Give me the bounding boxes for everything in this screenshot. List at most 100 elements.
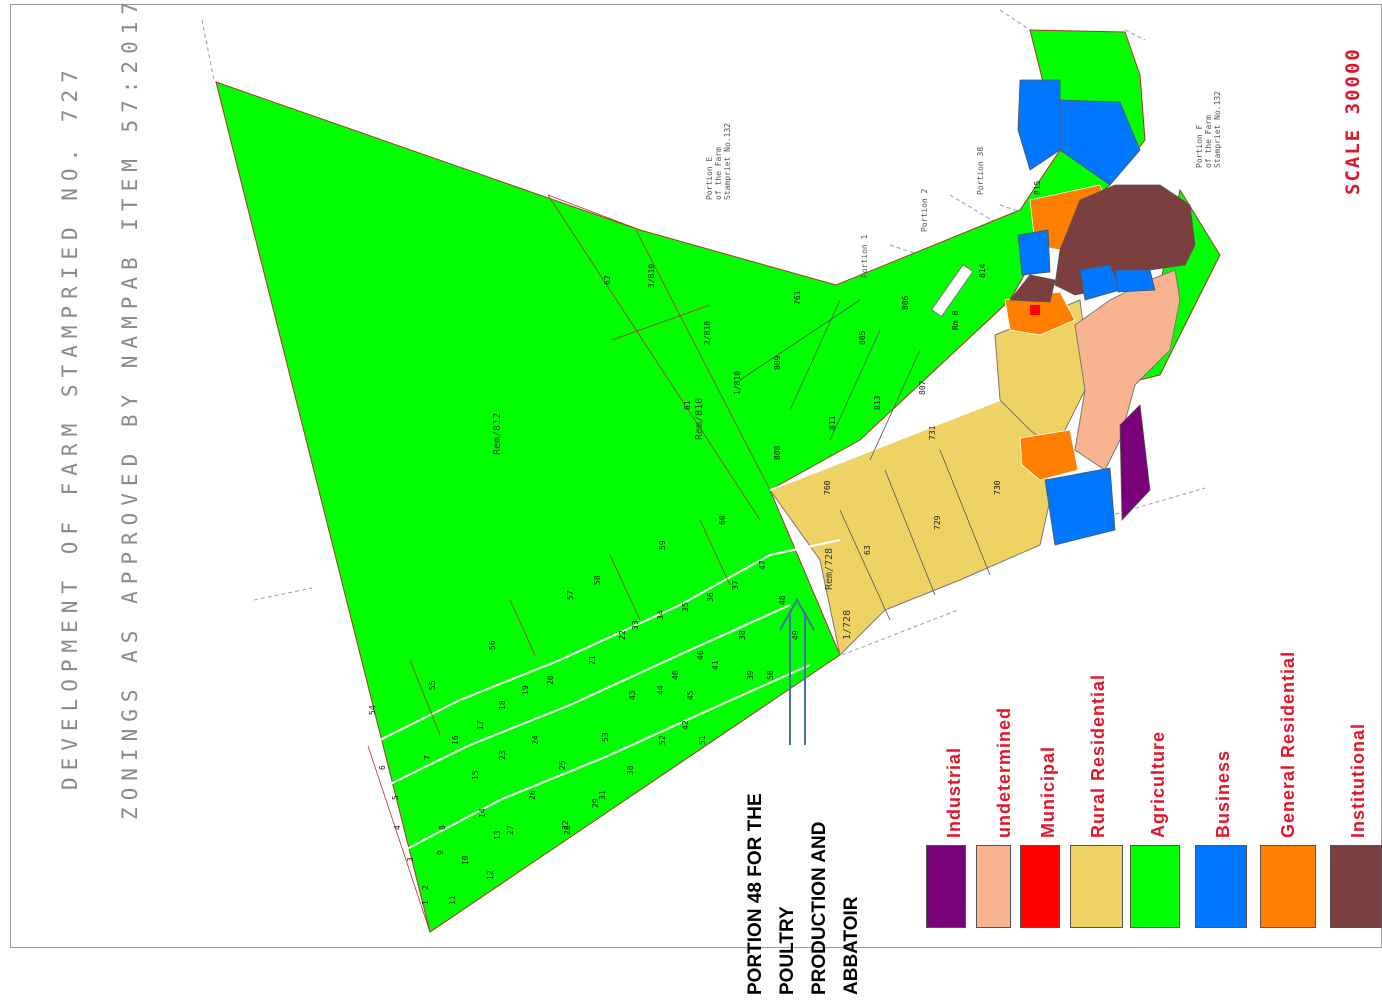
parcel-number-labels: 1234567891011121314151617181920212223242… [368,180,1042,905]
business-zone [1017,79,1156,546]
parcel-number-52: 52 [658,735,667,745]
parcel-number-31: 31 [598,790,607,800]
institutional-zone [1009,184,1196,303]
parcel-number-805: 805 [858,330,867,345]
parcel-number-34: 34 [656,610,665,620]
parcel-number-731: 731 [928,425,937,440]
parcel-label-rem812: Rem/812 [492,413,503,455]
parcel-number-17: 17 [476,720,485,730]
legend-label-general-residential: General Residential [1278,650,1298,838]
parcel-number-46: 46 [696,650,705,660]
parcel-number-32: 32 [561,820,570,830]
parcel-number-8: 8 [438,825,447,830]
parcel-number-50: 50 [766,670,775,680]
parcel-number-49: 49 [791,630,800,640]
parcel-number-36: 36 [706,592,715,602]
parcel-number-38: 38 [738,630,747,640]
parcel-number-1: 1 [421,900,430,905]
legend-swatch-municipal [1020,845,1060,928]
parcel-number-44: 44 [656,685,665,695]
industrial-zone [1119,404,1151,521]
parcel-number-37: 37 [731,580,740,590]
survey-lines [201,9,1206,656]
parcel-number-5: 5 [391,795,400,800]
parcel-number-25: 25 [558,760,567,770]
parcel-number-2: 2 [421,885,430,890]
parcel-number-813: 813 [873,395,882,410]
parcel-number-35: 35 [681,602,690,612]
legend-label-undetermined: undetermined [994,706,1014,838]
parcel-number-729: 729 [933,515,942,530]
parcel-label-2-810: 2/810 [703,321,712,345]
legend-label-agriculture: Agriculture [1148,730,1168,838]
legend-label-rural-residential: Rural Residential [1088,673,1108,838]
municipal-zone [1030,305,1040,315]
parcel-label-1-728: 1/728 [842,610,853,640]
parcel-label-rem810: Rem/810 [694,398,705,440]
parcel-number-807: 807 [918,380,927,395]
parcel-number-20: 20 [546,675,555,685]
parcel-number-808: 808 [773,445,782,460]
parcel-number-4: 4 [393,825,402,830]
parcel-number-56: 56 [488,640,497,650]
portion-48-callout: PORTION 48 FOR THE POULTRY PRODUCTION AN… [745,793,862,995]
parcel-number-3: 3 [406,857,415,862]
parcel-number-45: 45 [686,690,695,700]
parcel-number-55: 55 [428,680,437,690]
legend-label-business: Business [1213,749,1233,838]
legend-swatch-institutional [1330,845,1382,928]
parcel-number-43: 43 [628,690,637,700]
parcel-number-12: 12 [486,870,495,880]
parcel-number-10: 10 [461,855,470,865]
parcel-number-62: 62 [603,275,612,285]
parcel-number-9: 9 [436,850,445,855]
parcel-lines [367,194,771,933]
parcel-number-60: 60 [718,515,727,525]
legend-swatch-general-residential [1260,845,1316,928]
parcel-number-26: 26 [528,790,537,800]
parcel-number-41: 41 [711,660,720,670]
parcel-number-815: 815 [1033,180,1042,195]
parcel-number-7: 7 [423,755,432,760]
parcel-number-33: 33 [631,620,640,630]
legend-swatch-industrial [926,845,966,928]
parcel-number-28: 28 [563,825,572,835]
legend-swatch-business [1195,845,1247,928]
legend-swatch-rural-residential [1070,845,1123,928]
legend-label-municipal: Municipal [1038,745,1058,838]
parcel-number-760: 760 [823,480,832,495]
parcel-number-18: 18 [498,700,507,710]
parcel-number-51: 51 [698,735,707,745]
parcel-number-54: 54 [368,705,377,715]
parcel-number-48: 48 [778,595,787,605]
parcel-label-rem728: Rem/728 [824,548,835,590]
parcel-number-6: 6 [378,765,387,770]
parcel-number-53: 53 [601,732,610,742]
parcel-number-11: 11 [448,895,457,905]
legend-swatch-agriculture [1130,845,1180,928]
parcel-number-806: 806 [901,295,910,310]
parcel-number-58: 58 [593,575,602,585]
parcel-lines-east [739,299,991,621]
parcel-number-63: 63 [863,545,872,555]
parcel-number-61: 61 [683,400,692,410]
parcel-number-57: 57 [566,590,575,600]
parcel-number-16: 16 [451,735,460,745]
parcel-number-24: 24 [531,735,540,745]
parcel-number-814: 814 [978,263,987,278]
legend-label-institutional: Institutional [1348,723,1368,838]
rural-residential-zone [769,299,1091,657]
parcel-number-21: 21 [588,655,597,665]
legend-swatch-undetermined [976,845,1011,928]
parcel-number-15: 15 [471,770,480,780]
parcel-number-47: 47 [758,560,767,570]
road-lines [367,399,1001,851]
parcel-number-42: 42 [681,720,690,730]
parcel-number-27: 27 [506,825,515,835]
parcel-number-13: 13 [493,830,502,840]
parcel-number-22: 22 [618,630,627,640]
rm8-strip [930,263,974,318]
parcel-number-59: 59 [658,540,667,550]
